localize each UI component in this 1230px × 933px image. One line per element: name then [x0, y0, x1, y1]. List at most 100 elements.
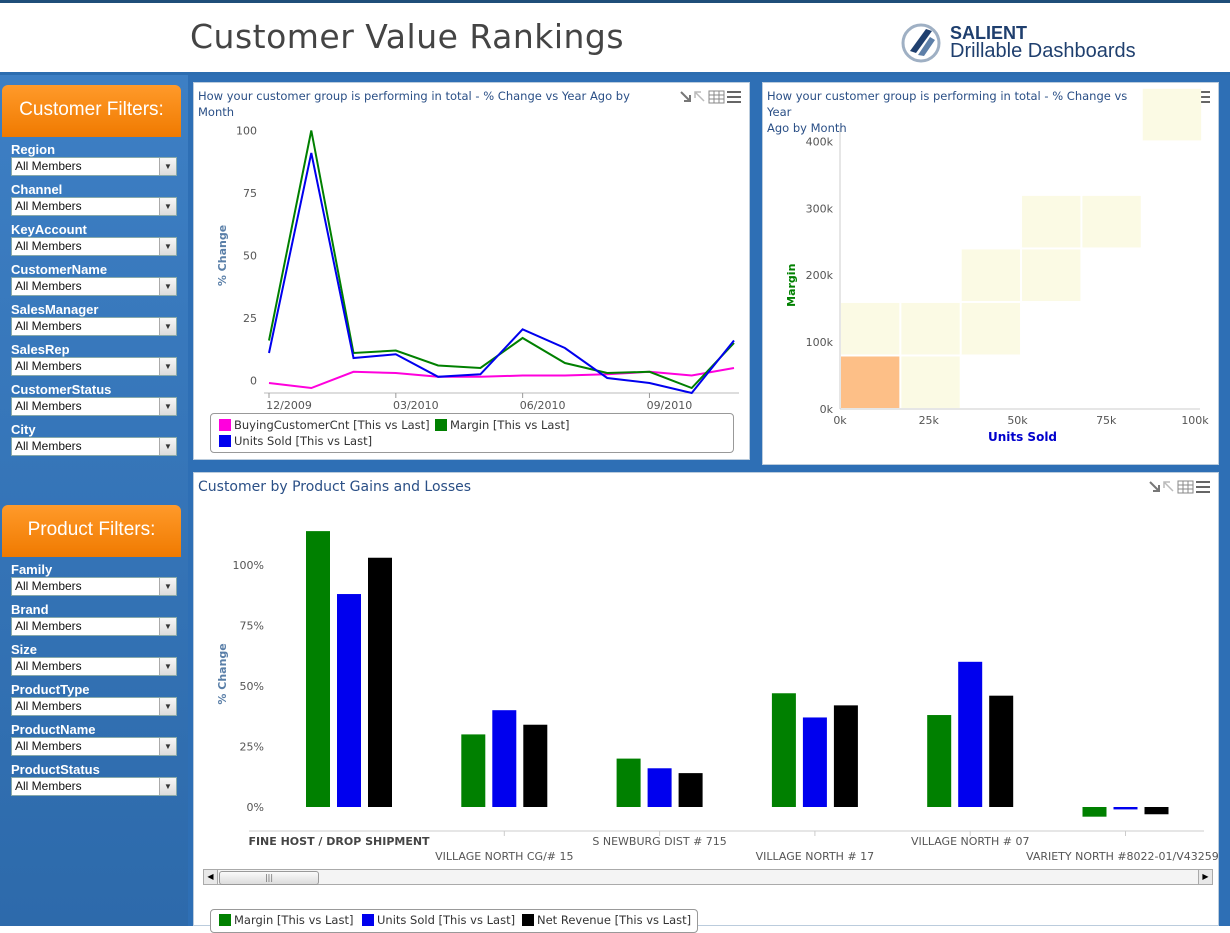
- scroll-left-button[interactable]: ◀: [204, 870, 218, 884]
- heatmap-cell[interactable]: [1022, 195, 1081, 248]
- bar-0-5[interactable]: [1082, 807, 1107, 817]
- chevron-down-icon[interactable]: ▼: [159, 198, 176, 215]
- chevron-down-icon[interactable]: ▼: [159, 438, 176, 455]
- bar-0-2[interactable]: [616, 758, 641, 807]
- bar-0-1[interactable]: [461, 734, 486, 807]
- filter-select-producttype[interactable]: All Members ▼: [11, 697, 177, 716]
- bar-2-5[interactable]: [1144, 807, 1169, 815]
- chevron-down-icon[interactable]: ▼: [159, 158, 176, 175]
- product-filters-heading: Product Filters:: [2, 505, 181, 557]
- heatmap-cell[interactable]: [961, 249, 1021, 301]
- bar-1-5[interactable]: [1113, 807, 1138, 810]
- y-axis-label: % Change: [216, 643, 229, 704]
- filter-label-customername: CustomerName: [11, 262, 108, 277]
- filter-select-family[interactable]: All Members ▼: [11, 577, 177, 596]
- filter-select-productname[interactable]: All Members ▼: [11, 737, 177, 756]
- bar-2-1[interactable]: [523, 724, 548, 807]
- salient-logo-icon: [901, 23, 941, 63]
- bar-chart-scrollbar[interactable]: ◀ ||| ▶: [203, 869, 1213, 885]
- bar-2-0[interactable]: [368, 557, 392, 807]
- bar-1-1[interactable]: [492, 710, 517, 807]
- filter-label-salesmanager: SalesManager: [11, 302, 99, 317]
- expand-icon[interactable]: [680, 91, 691, 102]
- y-tick-label: 0: [250, 375, 257, 388]
- line-series-0[interactable]: [268, 367, 735, 390]
- heatmap-cell[interactable]: [841, 356, 900, 408]
- line-series-2[interactable]: [268, 152, 735, 395]
- logo-tagline: Drillable Dashboards: [950, 40, 1136, 62]
- chevron-down-icon[interactable]: ▼: [159, 398, 176, 415]
- filter-select-salesmanager[interactable]: All Members ▼: [11, 317, 177, 336]
- bar-2-2[interactable]: [678, 773, 703, 807]
- menu-icon[interactable]: [1196, 481, 1210, 493]
- chevron-down-icon[interactable]: ▼: [159, 238, 176, 255]
- legend-label: Units Sold [This vs Last]: [234, 434, 373, 448]
- filter-select-size[interactable]: All Members ▼: [11, 657, 177, 676]
- filter-select-customerstatus[interactable]: All Members ▼: [11, 397, 177, 416]
- bar-0-0[interactable]: [306, 531, 330, 807]
- chevron-down-icon[interactable]: ▼: [159, 578, 176, 595]
- heatmap-cell[interactable]: [841, 302, 900, 355]
- filter-select-customername[interactable]: All Members ▼: [11, 277, 177, 296]
- chevron-down-icon[interactable]: ▼: [159, 738, 176, 755]
- filter-select-channel[interactable]: All Members ▼: [11, 197, 177, 216]
- filter-select-productstatus[interactable]: All Members ▼: [11, 777, 177, 796]
- filter-value: All Members: [15, 159, 82, 173]
- legend-item-buying[interactable]: BuyingCustomerCnt [This vs Last]: [219, 418, 430, 432]
- collapse-icon[interactable]: [1163, 481, 1174, 492]
- bar-2-3[interactable]: [833, 705, 858, 807]
- logo-brand: SALIENT: [950, 23, 1028, 43]
- y-tick-label: 25%: [240, 741, 264, 754]
- line-chart-legend: BuyingCustomerCnt [This vs Last] Margin …: [210, 413, 734, 453]
- chevron-down-icon[interactable]: ▼: [159, 698, 176, 715]
- legend-item-revenue[interactable]: Net Revenue [This vs Last]: [522, 913, 691, 927]
- legend-item-margin[interactable]: Margin [This vs Last]: [219, 913, 353, 927]
- table-view-icon[interactable]: [708, 90, 725, 104]
- filter-select-region[interactable]: All Members ▼: [11, 157, 177, 176]
- table-view-icon[interactable]: [1177, 480, 1194, 494]
- salient-logo: SALIENT Drillable Dashboards: [900, 21, 1140, 69]
- bar-0-3[interactable]: [771, 693, 796, 807]
- legend-item-units[interactable]: Units Sold [This vs Last]: [362, 913, 515, 927]
- scroll-right-button[interactable]: ▶: [1198, 870, 1212, 884]
- bar-0-4[interactable]: [927, 715, 952, 807]
- legend-item-margin[interactable]: Margin [This vs Last]: [435, 418, 569, 432]
- bar-1-2[interactable]: [647, 768, 672, 807]
- chevron-down-icon[interactable]: ▼: [159, 278, 176, 295]
- bar-chart: 0% 25% 50% 75% 100% % Change FINE HOST / DROP …: [216, 531, 1219, 863]
- bar-2-4[interactable]: [989, 695, 1014, 807]
- heatmap-cell[interactable]: [1082, 195, 1141, 248]
- scroll-thumb[interactable]: |||: [219, 871, 319, 885]
- filter-value: All Members: [15, 279, 82, 293]
- line-chart: 0 25 50 75 100 12/2009 03/2010 06/2010 09/2010 % …: [216, 125, 739, 412]
- heatmap-cell[interactable]: [1142, 88, 1202, 141]
- filter-select-keyaccount[interactable]: All Members ▼: [11, 237, 177, 256]
- filter-value: All Members: [15, 399, 82, 413]
- expand-icon[interactable]: [1149, 481, 1160, 492]
- filter-label-productstatus: ProductStatus: [11, 762, 100, 777]
- bar-1-3[interactable]: [802, 717, 827, 807]
- line-series-1[interactable]: [268, 130, 735, 390]
- collapse-icon[interactable]: [694, 91, 705, 102]
- chevron-down-icon[interactable]: ▼: [159, 778, 176, 795]
- filter-select-brand[interactable]: All Members ▼: [11, 617, 177, 636]
- chevron-down-icon[interactable]: ▼: [159, 358, 176, 375]
- heatmap-cell[interactable]: [901, 302, 960, 355]
- filter-select-city[interactable]: All Members ▼: [11, 437, 177, 456]
- legend-item-units[interactable]: Units Sold [This vs Last]: [219, 434, 372, 448]
- filter-label-channel: Channel: [11, 182, 63, 197]
- heatmap-cell[interactable]: [901, 356, 960, 408]
- menu-icon[interactable]: [727, 91, 741, 103]
- heatmap-cell[interactable]: [1022, 249, 1081, 301]
- x-tick-label: VILLAGE NORTH # 07: [911, 835, 1030, 848]
- filter-select-salesrep[interactable]: All Members ▼: [11, 357, 177, 376]
- chevron-down-icon[interactable]: ▼: [159, 658, 176, 675]
- chevron-down-icon[interactable]: ▼: [159, 618, 176, 635]
- chevron-down-icon[interactable]: ▼: [159, 318, 176, 335]
- bar-1-0[interactable]: [337, 594, 361, 807]
- x-tick-label: S NEWBURG DIST # 715: [592, 835, 726, 848]
- bar-1-4[interactable]: [958, 661, 983, 807]
- filter-value: All Members: [15, 619, 82, 633]
- heatmap-cell[interactable]: [961, 302, 1021, 355]
- y-axis-label: % Change: [216, 225, 229, 286]
